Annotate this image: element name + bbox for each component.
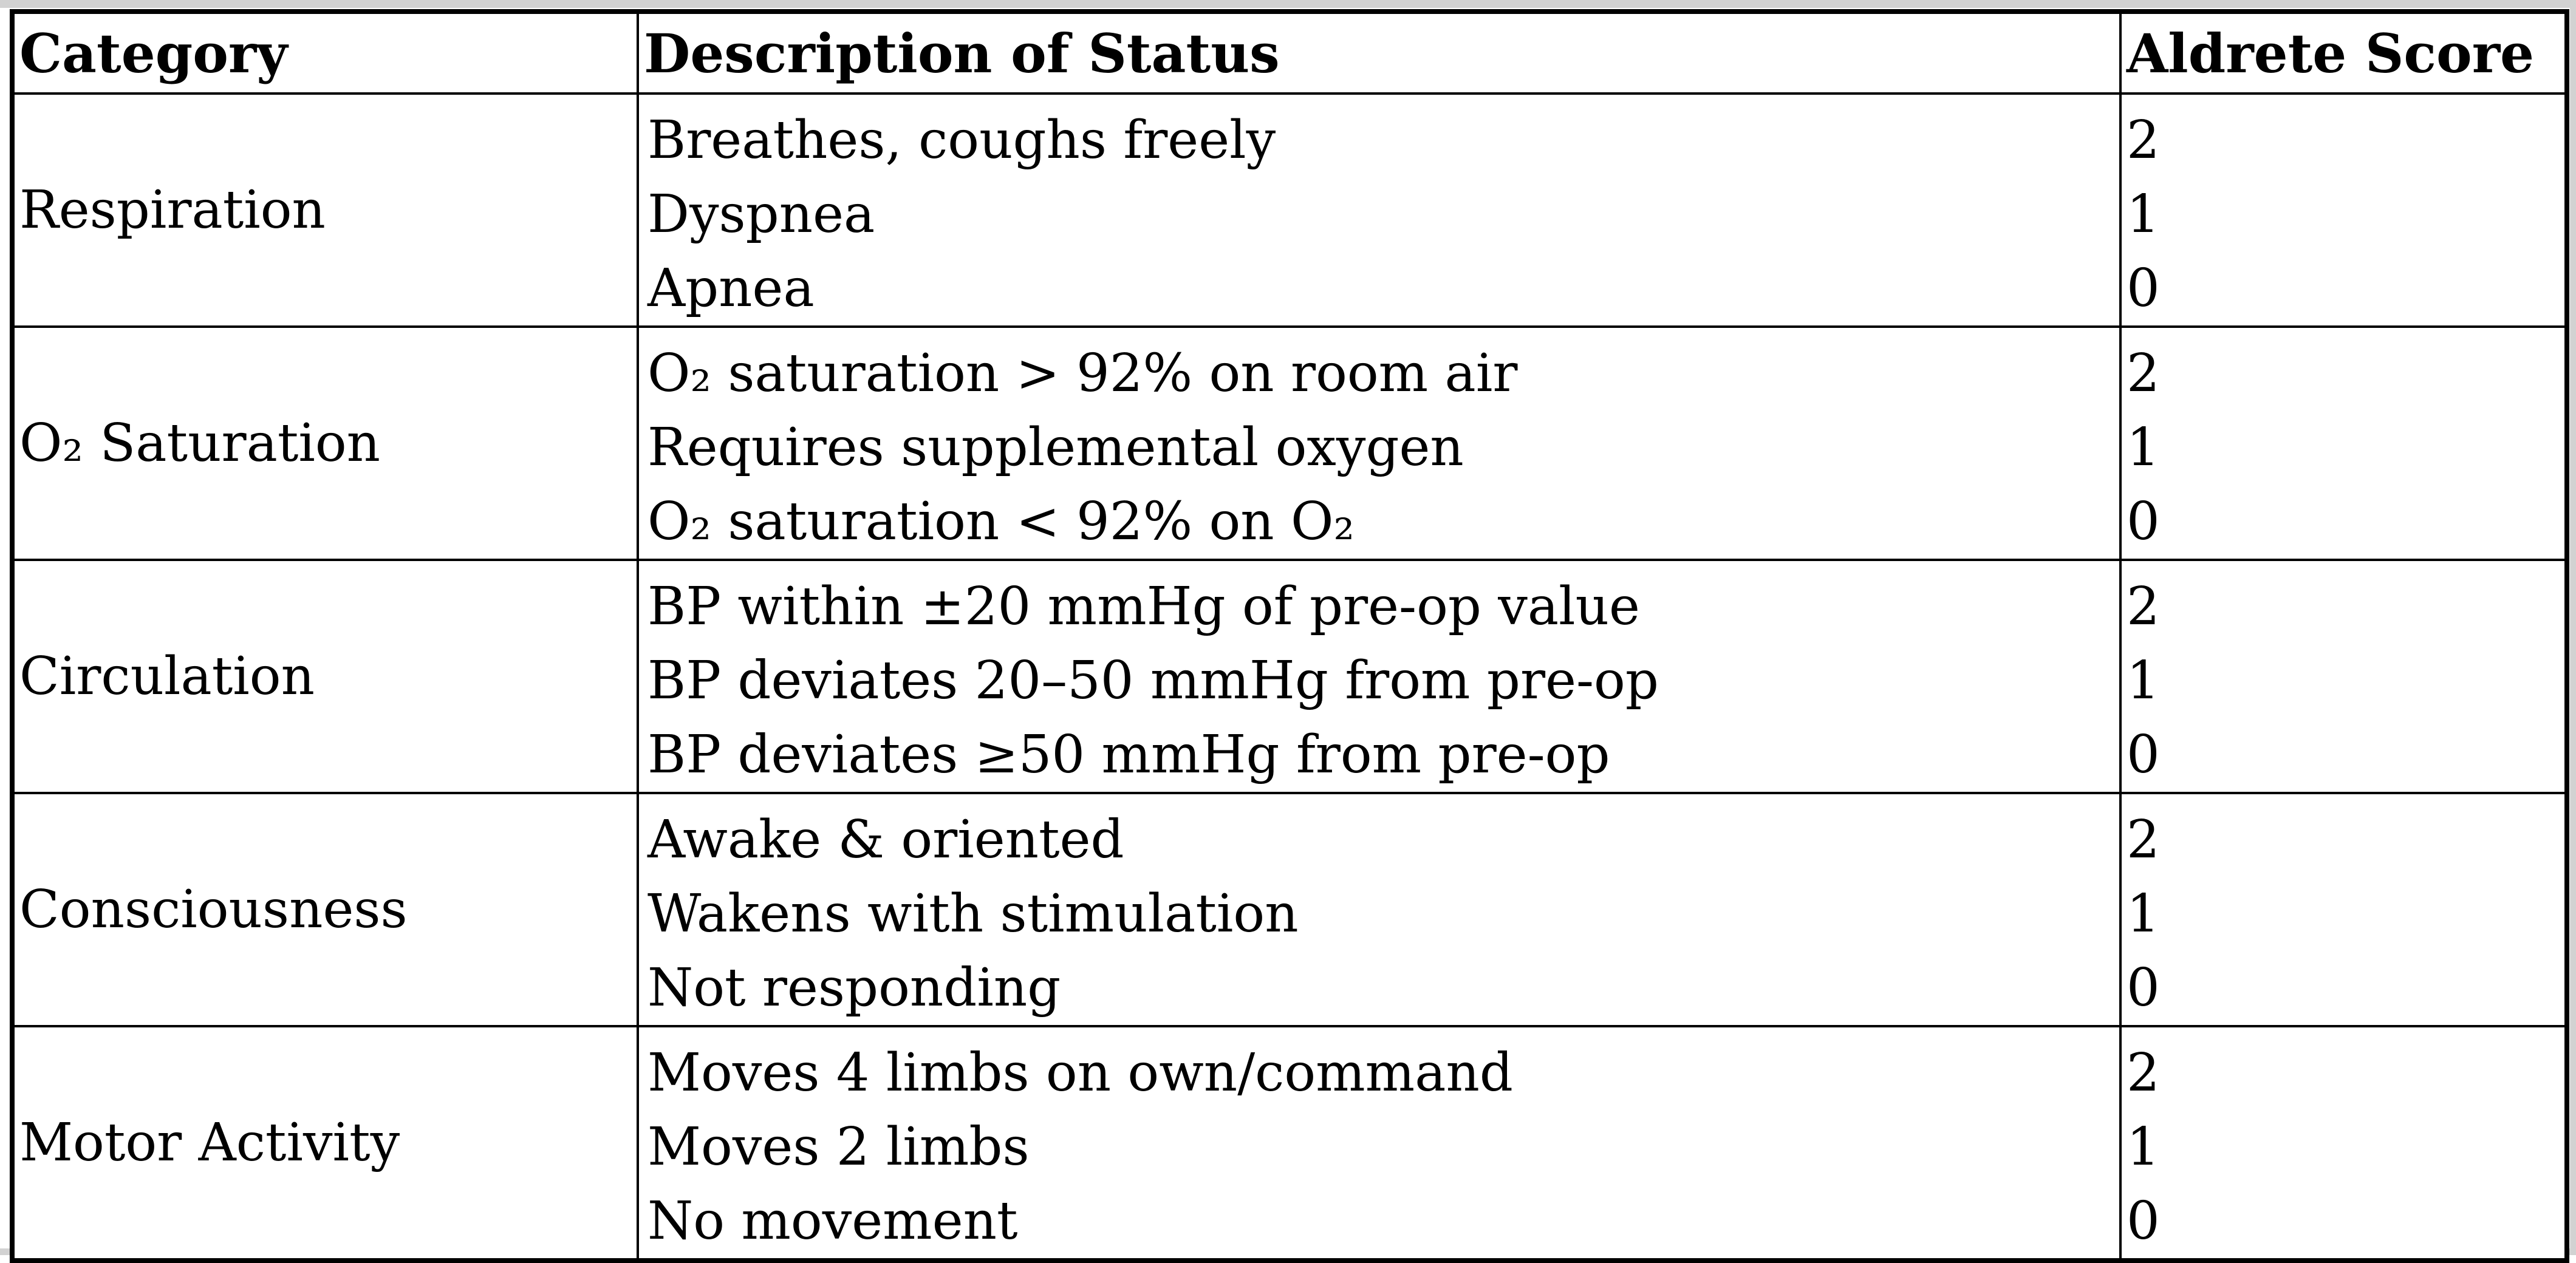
category-label: Respiration: [11, 92, 639, 328]
category-label: Circulation: [11, 559, 639, 794]
description-line: Not responding: [647, 958, 1061, 1018]
score-value: 0: [2127, 724, 2160, 785]
category-label: Motor Activity: [11, 1025, 639, 1262]
score-cell: 2 1 0: [2119, 325, 2568, 561]
score-value: 1: [2127, 650, 2160, 711]
score-value: 1: [2127, 417, 2160, 478]
table-row-o2-saturation: O₂ Saturation O₂ saturation > 92% on roo…: [11, 325, 2568, 561]
score-value: 2: [2127, 110, 2160, 171]
description-line: Wakens with stimulation: [647, 883, 1299, 944]
table-row-circulation: Circulation BP within ±20 mmHg of pre-op…: [11, 559, 2568, 794]
score-value: 2: [2127, 1043, 2160, 1103]
description-line: No movement: [647, 1191, 1018, 1251]
header-aldrete-score: Aldrete Score: [2119, 10, 2568, 95]
description-line: Dyspnea: [647, 184, 875, 245]
category-label: O₂ Saturation: [11, 325, 639, 561]
description-line: Moves 2 limbs: [647, 1117, 1030, 1177]
score-value: 1: [2127, 883, 2160, 944]
category-label: Consciousness: [11, 792, 639, 1027]
header-description-of-status: Description of Status: [637, 10, 2122, 95]
scan-edge-right: [2570, 0, 2576, 1255]
header-category: Category: [11, 10, 639, 95]
description-line: Requires supplemental oxygen: [647, 417, 1464, 478]
score-value: 2: [2127, 343, 2160, 404]
description-line: BP within ±20 mmHg of pre-op value: [647, 576, 1640, 637]
score-value: 0: [2127, 491, 2160, 552]
description-cell: Awake & oriented Wakens with stimulation…: [637, 792, 2122, 1027]
description-line: O₂ saturation < 92% on O₂: [647, 491, 1355, 552]
header-row: Category Description of Status Aldrete S…: [11, 10, 2568, 95]
description-line: BP deviates ≥50 mmHg from pre-op: [647, 724, 1610, 785]
score-value: 0: [2127, 958, 2160, 1018]
description-line: Apnea: [647, 258, 815, 319]
table-row-motor-activity: Motor Activity Moves 4 limbs on own/comm…: [11, 1025, 2568, 1262]
description-cell: Moves 4 limbs on own/command Moves 2 lim…: [637, 1025, 2122, 1262]
table-row-respiration: Respiration Breathes, coughs freely Dysp…: [11, 92, 2568, 328]
score-cell: 2 1 0: [2119, 92, 2568, 328]
table-row-consciousness: Consciousness Awake & oriented Wakens wi…: [11, 792, 2568, 1027]
score-value: 1: [2127, 1117, 2160, 1177]
description-line: Moves 4 limbs on own/command: [647, 1043, 1513, 1103]
description-line: O₂ saturation > 92% on room air: [647, 343, 1518, 404]
score-value: 0: [2127, 1191, 2160, 1251]
score-value: 1: [2127, 184, 2160, 245]
score-value: 0: [2127, 258, 2160, 319]
score-cell: 2 1 0: [2119, 1025, 2568, 1262]
description-cell: BP within ±20 mmHg of pre-op value BP de…: [637, 559, 2122, 794]
score-value: 2: [2127, 576, 2160, 637]
score-cell: 2 1 0: [2119, 559, 2568, 794]
scan-edge-top: [0, 0, 2576, 8]
description-cell: O₂ saturation > 92% on room air Requires…: [637, 325, 2122, 561]
score-value: 2: [2127, 809, 2160, 870]
description-line: BP deviates 20–50 mmHg from pre-op: [647, 650, 1659, 711]
description-cell: Breathes, coughs freely Dyspnea Apnea: [637, 92, 2122, 328]
score-cell: 2 1 0: [2119, 792, 2568, 1027]
description-line: Awake & oriented: [647, 809, 1124, 870]
aldrete-score-table: Category Description of Status Aldrete S…: [10, 9, 2569, 1263]
description-line: Breathes, coughs freely: [647, 110, 1276, 171]
